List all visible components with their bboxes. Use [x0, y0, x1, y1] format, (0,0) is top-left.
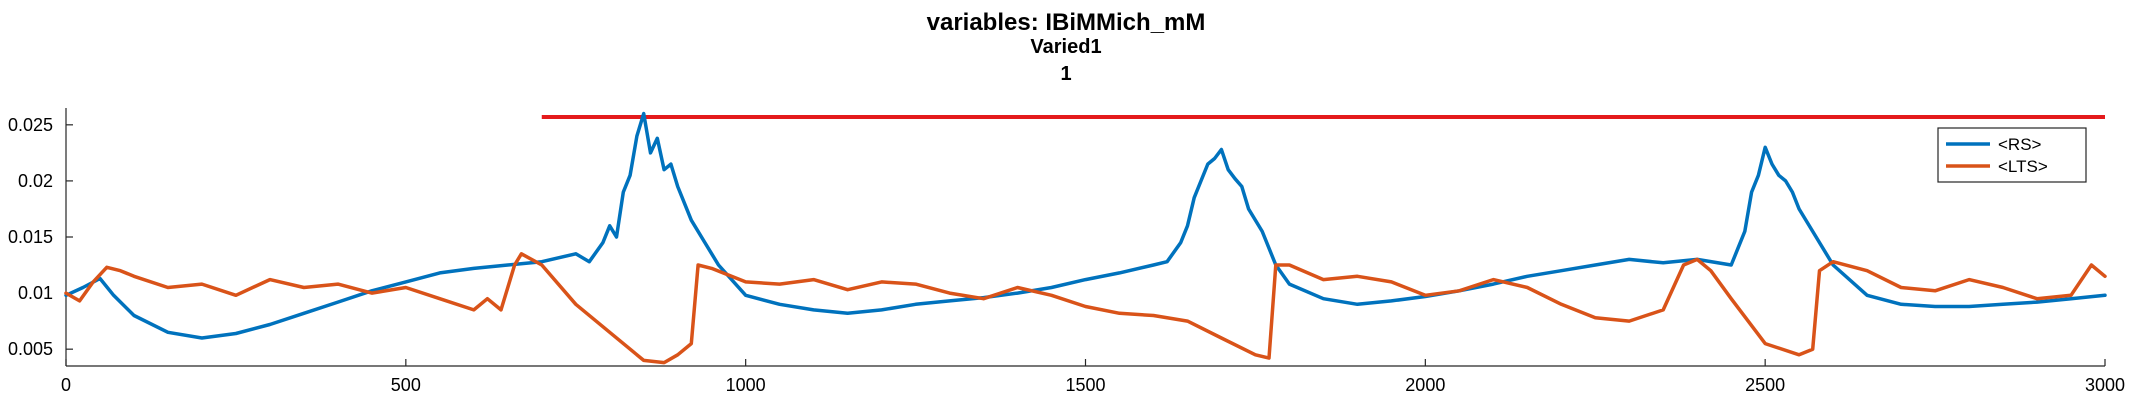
x-tick-label: 1500: [1065, 375, 1105, 395]
series-line-rs: [64, 111, 2107, 340]
series-layer: [64, 111, 2107, 365]
legend: <RS> <LTS>: [1937, 127, 2087, 183]
y-tick-label: 0.01: [18, 283, 53, 303]
x-tick-label: 2000: [1405, 375, 1445, 395]
y-tick-label: 0.02: [18, 171, 53, 191]
x-tick-label: 3000: [2085, 375, 2125, 395]
series-line-lts: [64, 252, 2107, 365]
chart-subtitle-line-1: Varied1: [1030, 36, 1101, 58]
y-tick-label: 0.005: [8, 339, 53, 359]
y-tick-label: 0.015: [8, 227, 53, 247]
legend-entry-label: <RS>: [1998, 135, 2042, 154]
x-tick-label: 2500: [1745, 375, 1785, 395]
chart-titles: variables: IBiMMich_mM Varied1 1: [927, 9, 1206, 85]
x-tick-label: 500: [391, 375, 421, 395]
chart-subtitle-line-2: 1: [1060, 63, 1071, 85]
y-axis-ticks: 0.005 0.01 0.015 0.02 0.025: [8, 115, 73, 359]
x-tick-label: 0: [61, 375, 71, 395]
chart-title: variables: IBiMMich_mM: [927, 9, 1206, 36]
x-tick-label: 1000: [726, 375, 766, 395]
legend-entry-label: <LTS>: [1998, 157, 2048, 176]
y-tick-label: 0.025: [8, 115, 53, 135]
x-axis-ticks: 0 500 1000 1500 2000 2500 3000: [61, 359, 2125, 395]
plot-axes: [65, 108, 2105, 367]
legend-box: [1937, 127, 2087, 183]
